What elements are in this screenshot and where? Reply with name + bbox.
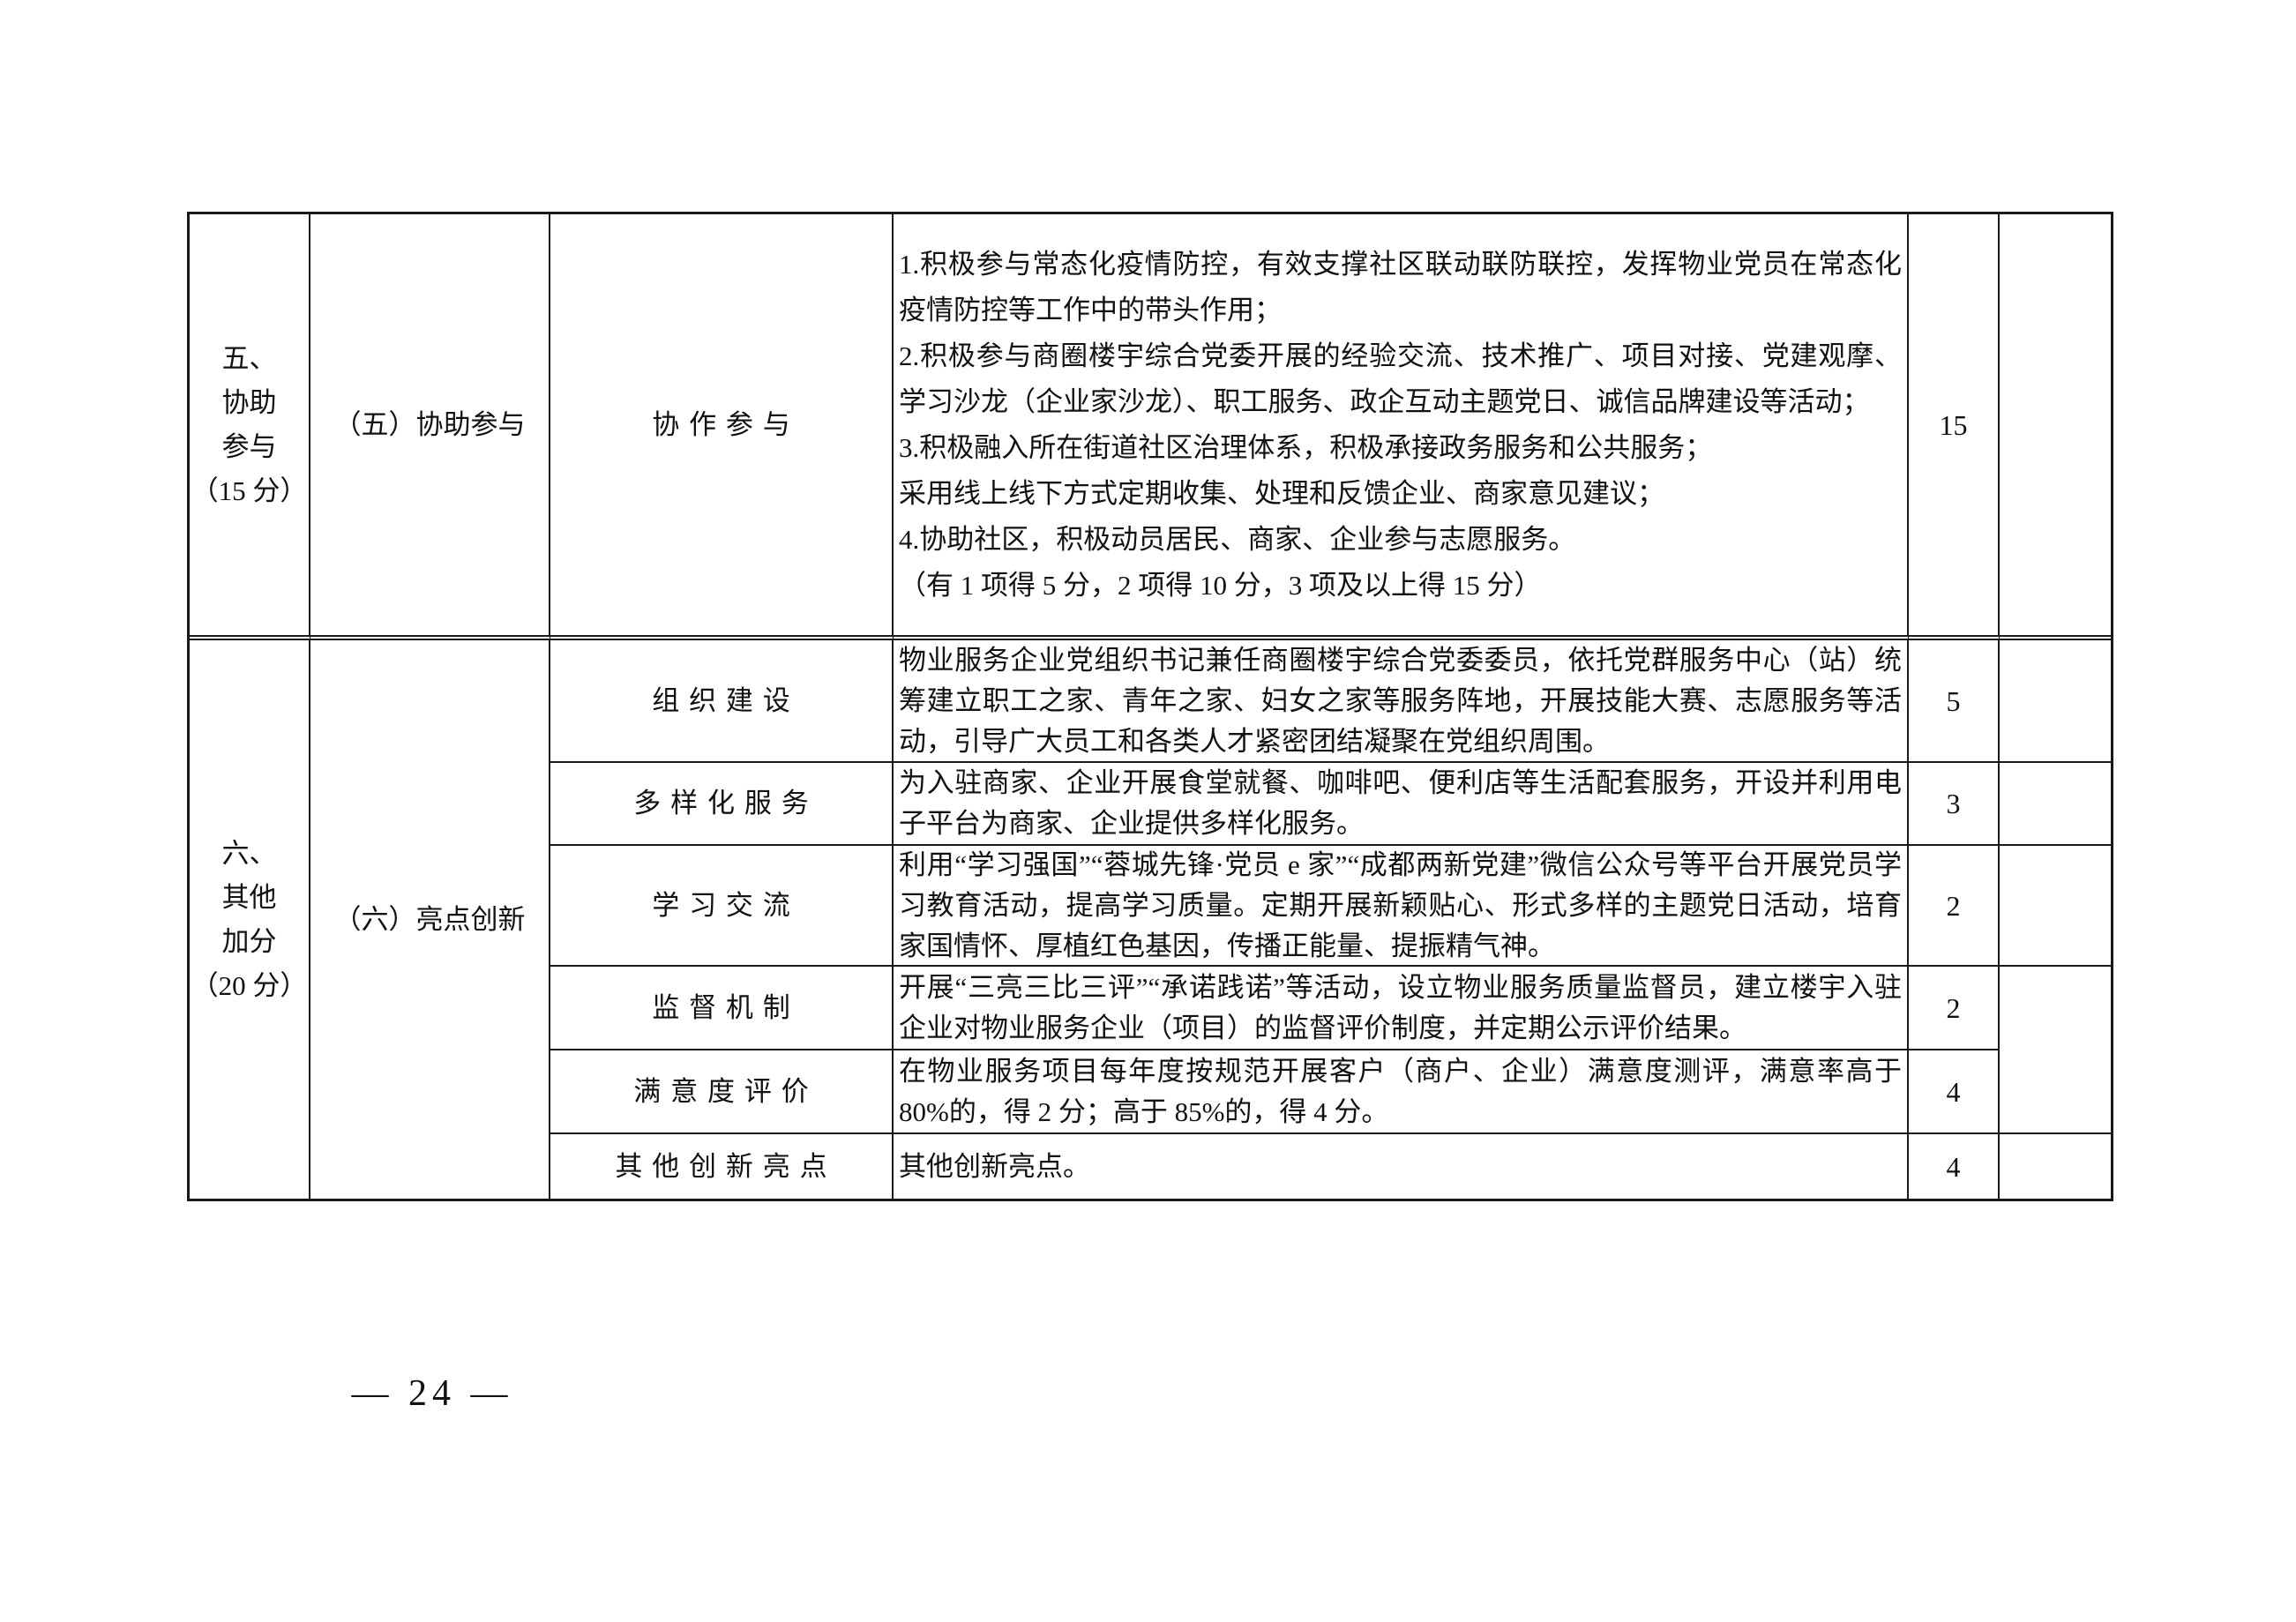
criteria-text: 1.积极参与常态化疫情防控，有效支撑社区联动联防联控，发挥物业党员在常态化疫情防… (899, 248, 1902, 601)
score-cell: 2 (1909, 846, 2000, 967)
criteria-text: 在物业服务项目每年度按规范开展客户（商户、企业）满意度测评，满意率高于 80%的… (899, 1055, 1902, 1127)
evaluation-table: 五、 协助 参与 （15 分） （五）协助参与 协作参与 1.积极参与常态化疫情… (187, 212, 2113, 1201)
blank-score-cell-merged (2000, 967, 2111, 1134)
blank-score-cell (2000, 640, 2111, 763)
criteria-text: 物业服务企业党组织书记兼任商圈楼宇综合党委委员，依托党群服务中心（站）统筹建立职… (899, 644, 1902, 757)
category-cell-5: 五、 协助 参与 （15 分） (190, 214, 310, 640)
criteria-cell: 为入驻商家、企业开展食堂就餐、咖啡吧、便利店等生活配套服务，开设并利用电子平台为… (894, 763, 1909, 846)
criteria-cell: 1.积极参与常态化疫情防控，有效支撑社区联动联防联控，发挥物业党员在常态化疫情防… (894, 214, 1909, 640)
score-cell: 4 (1909, 1134, 2000, 1199)
score-cell: 15 (1909, 214, 2000, 640)
item-name-cell: 多样化服务 (550, 763, 894, 846)
criteria-cell: 其他创新亮点。 (894, 1134, 1909, 1199)
blank-score-cell (2000, 1134, 2111, 1199)
blank-score-cell (2000, 214, 2111, 640)
page-number: — 24 — (351, 1373, 513, 1414)
criteria-text: 利用“学习强国”“蓉城先锋·党员 e 家”“成都两新党建”微信公众号等平台开展党… (899, 848, 1902, 961)
subcategory-cell-5: （五）协助参与 (310, 214, 550, 640)
criteria-text: 其他创新亮点。 (899, 1150, 1090, 1182)
subcategory-cell-6: （六）亮点创新 (310, 640, 550, 1199)
item-name-cell: 组织建设 (550, 640, 894, 763)
score-cell: 3 (1909, 763, 2000, 846)
criteria-cell: 开展“三亮三比三评”“承诺践诺”等活动，设立物业服务质量监督员，建立楼宇入驻企业… (894, 967, 1909, 1050)
criteria-cell: 物业服务企业党组织书记兼任商圈楼宇综合党委委员，依托党群服务中心（站）统筹建立职… (894, 640, 1909, 763)
score-cell: 4 (1909, 1050, 2000, 1134)
criteria-text: 为入驻商家、企业开展食堂就餐、咖啡吧、便利店等生活配套服务，开设并利用电子平台为… (899, 767, 1902, 839)
item-name-cell: 学习交流 (550, 846, 894, 967)
score-cell: 5 (1909, 640, 2000, 763)
criteria-text: 开展“三亮三比三评”“承诺践诺”等活动，设立物业服务质量监督员，建立楼宇入驻企业… (899, 971, 1902, 1043)
item-name-cell: 协作参与 (550, 214, 894, 640)
score-cell: 2 (1909, 967, 2000, 1050)
criteria-cell: 利用“学习强国”“蓉城先锋·党员 e 家”“成都两新党建”微信公众号等平台开展党… (894, 846, 1909, 967)
category-cell-6: 六、 其他 加分 （20 分） (190, 640, 310, 1199)
item-name-cell: 满意度评价 (550, 1050, 894, 1134)
blank-score-cell (2000, 763, 2111, 846)
blank-score-cell (2000, 846, 2111, 967)
item-name-cell: 其他创新亮点 (550, 1134, 894, 1199)
criteria-cell: 在物业服务项目每年度按规范开展客户（商户、企业）满意度测评，满意率高于 80%的… (894, 1050, 1909, 1134)
item-name-cell: 监督机制 (550, 967, 894, 1050)
